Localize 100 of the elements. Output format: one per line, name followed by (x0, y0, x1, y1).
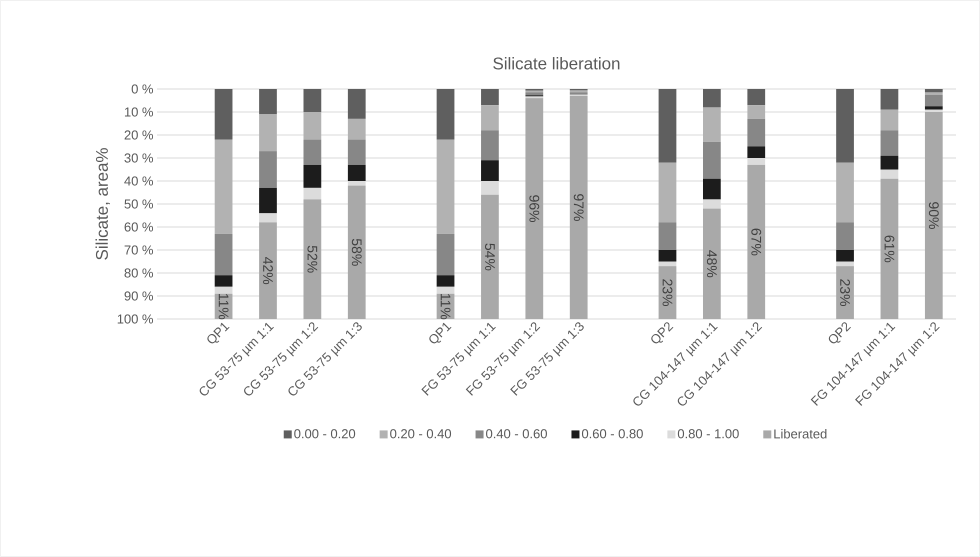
bar (747, 88, 766, 106)
data-label: 23% (840, 279, 850, 306)
bar (570, 96, 588, 319)
bar (924, 88, 943, 92)
bar (214, 286, 232, 294)
y-tick-label: 80 % (124, 268, 154, 278)
x-tick-label: QP1 (429, 322, 452, 344)
legend-label: 0.00 - 0.20 (294, 429, 356, 438)
bar (747, 146, 766, 158)
bar (481, 88, 499, 106)
bar (658, 222, 676, 250)
bar (924, 94, 943, 106)
data-label: 23% (662, 279, 672, 306)
bar (702, 107, 721, 142)
bar (214, 275, 232, 287)
bar (880, 110, 898, 130)
x-tick-label: QP2 (651, 322, 674, 344)
bar (214, 140, 232, 234)
bar (880, 178, 898, 319)
legend-label: 0.20 - 0.40 (390, 429, 452, 438)
x-tick-label: QP1 (207, 322, 230, 344)
data-label: 52% (307, 246, 318, 273)
data-label: 90% (928, 202, 939, 229)
bar (570, 92, 588, 95)
bar (436, 275, 454, 287)
y-tick-label: 40 % (124, 176, 154, 186)
y-tick-label: 30 % (124, 153, 154, 163)
bar (348, 186, 366, 319)
bar (303, 199, 322, 319)
bar (702, 142, 721, 179)
data-label: 58% (352, 238, 362, 266)
bar (880, 88, 898, 110)
bar (259, 88, 277, 114)
bar (348, 88, 366, 119)
bar (525, 92, 544, 96)
y-axis-title: Silicate, area% (95, 148, 110, 260)
y-tick-label: 0 % (132, 84, 154, 94)
bar (348, 118, 366, 140)
y-tick-label: 50 % (124, 199, 154, 209)
bar (836, 266, 854, 319)
bar (259, 222, 277, 319)
bar (481, 160, 499, 181)
bar (303, 112, 322, 140)
bar (658, 261, 676, 266)
bar (303, 188, 322, 200)
bar (880, 156, 898, 170)
legend-label: 0.60 - 0.80 (582, 429, 643, 438)
legend-label: Liberated (774, 428, 826, 438)
data-label: 11% (218, 294, 228, 320)
bar (702, 208, 721, 319)
bar (924, 112, 943, 319)
bar (259, 151, 277, 188)
bar (303, 88, 322, 112)
bar (525, 98, 544, 319)
bar (747, 118, 766, 146)
bar (481, 130, 499, 160)
bar (836, 162, 854, 222)
bar (348, 164, 366, 181)
bar (436, 140, 454, 234)
data-label: 42% (263, 257, 273, 284)
data-label: 48% (706, 250, 717, 278)
bar (481, 105, 499, 130)
bar (836, 250, 854, 262)
bar (702, 178, 721, 200)
bar (880, 130, 898, 156)
data-label: 96% (529, 195, 540, 222)
bar (836, 261, 854, 266)
bar (658, 266, 676, 319)
bar (658, 88, 676, 163)
chart-title: Silicate liberation (493, 57, 620, 70)
bar (481, 180, 499, 195)
bar (436, 286, 454, 294)
data-label: 61% (884, 236, 894, 262)
bar (303, 164, 322, 188)
y-tick-label: 60 % (124, 222, 154, 232)
legend-label: 0.80 - 1.00 (678, 429, 739, 438)
y-tick-label: 10 % (124, 107, 154, 117)
bar (658, 250, 676, 262)
data-label: 11% (440, 294, 450, 320)
bar (836, 222, 854, 250)
bar (702, 199, 721, 209)
bar (436, 234, 454, 276)
bar (348, 180, 366, 186)
x-tick-label: QP2 (828, 322, 851, 344)
bar (259, 213, 277, 222)
data-label: 97% (574, 194, 584, 221)
y-tick-label: 90 % (124, 291, 154, 301)
bar (702, 88, 721, 108)
bar (481, 194, 499, 319)
bar (747, 105, 766, 119)
bar (436, 88, 454, 140)
legend-label: 0.40 - 0.60 (486, 429, 547, 438)
bar (880, 169, 898, 179)
bar (259, 188, 277, 214)
bar (214, 88, 232, 140)
bar (214, 234, 232, 276)
y-tick-label: 70 % (124, 245, 154, 255)
bar (747, 164, 766, 319)
y-tick-label: 20 % (124, 130, 154, 140)
bar (303, 140, 322, 165)
